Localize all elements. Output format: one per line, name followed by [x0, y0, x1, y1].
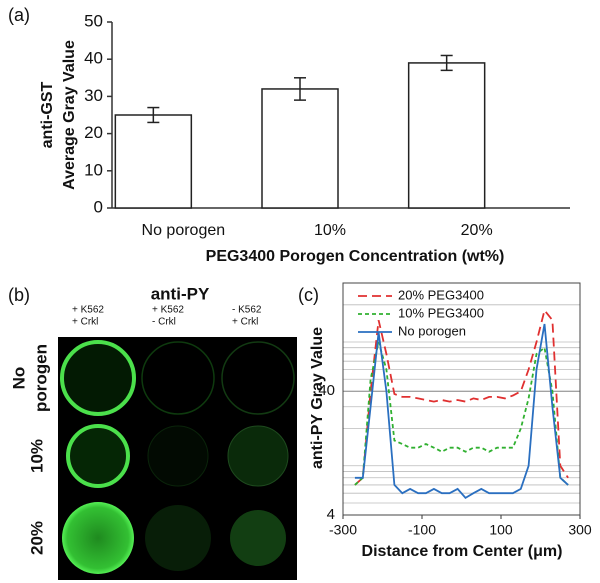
column-header: + Crkl [72, 317, 98, 328]
column-header: - K562 [232, 305, 262, 316]
row-label: 10% [27, 439, 46, 473]
series-line [354, 323, 569, 500]
disc [230, 510, 286, 566]
x-tick-label: No porogen [142, 222, 226, 239]
y-tick-label: 4 [327, 506, 335, 523]
bar [407, 62, 486, 209]
legend-label: 20% PEG3400 [398, 287, 484, 302]
legend-label: 10% PEG3400 [398, 305, 484, 320]
column-header: - Crkl [152, 317, 176, 328]
y-tick-label: 10 [84, 160, 103, 179]
error-bar [440, 54, 453, 72]
y-axis-label: anti-PY Gray Value [309, 327, 326, 469]
bar [261, 88, 339, 209]
plot-frame [342, 282, 581, 516]
ring [221, 341, 295, 415]
column-header: + K562 [72, 305, 104, 316]
y-axis-label: anti-GST [39, 81, 56, 148]
x-tick-label: 20% [461, 222, 493, 239]
ring [60, 340, 136, 416]
x-tick-label: 300 [568, 522, 592, 538]
x-tick-label: -300 [329, 522, 357, 538]
column-header: + Crkl [232, 317, 258, 328]
disc [145, 505, 211, 571]
panel-title: anti-PY [151, 284, 210, 303]
y-tick-label: 40 [84, 49, 103, 68]
row-label: 20% [27, 521, 46, 555]
bar [114, 114, 193, 209]
y-axis-label: Average Gray Value [61, 40, 78, 190]
error-bar [147, 106, 160, 124]
disc [62, 502, 134, 574]
panel-label: (b) [8, 285, 30, 305]
x-tick-label: 10% [314, 222, 346, 239]
row-label: No [9, 367, 28, 390]
ring [147, 425, 209, 487]
row-label: porogen [31, 344, 50, 412]
x-axis-label: PEG3400 Porogen Concentration (wt%) [206, 248, 505, 265]
legend-label: No porogen [398, 323, 466, 338]
y-tick-label: 20 [84, 123, 103, 142]
panel-label: (a) [8, 5, 30, 25]
y-tick-label: 40 [318, 382, 335, 399]
micrograph [58, 337, 297, 580]
series-line [354, 341, 569, 486]
x-tick-label: 100 [489, 522, 513, 538]
series-line [354, 308, 569, 486]
y-tick-label: 50 [84, 11, 103, 30]
y-tick-label: 30 [84, 86, 103, 105]
ring [141, 341, 215, 415]
ring [66, 424, 130, 488]
column-header: + K562 [152, 305, 184, 316]
error-bar [294, 77, 306, 101]
x-tick-label: -100 [408, 522, 436, 538]
ring [227, 425, 289, 487]
panel-label: (c) [298, 285, 319, 305]
x-axis-label: Distance from Center (μm) [362, 543, 563, 560]
y-tick-label: 0 [94, 197, 103, 216]
